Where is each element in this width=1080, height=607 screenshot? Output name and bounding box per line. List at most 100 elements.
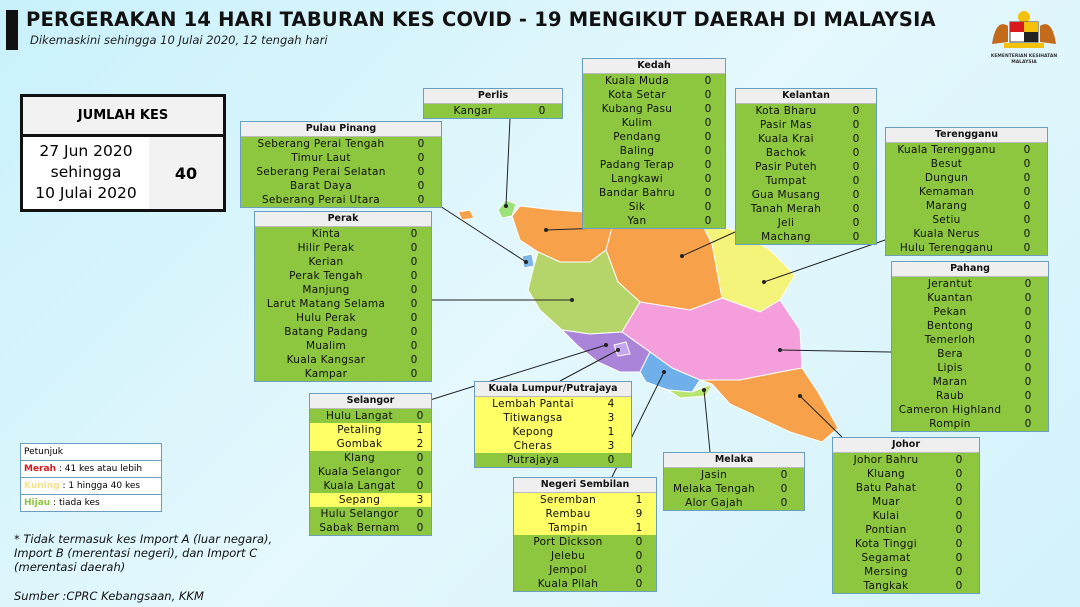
- district-cases: 0: [1023, 228, 1031, 240]
- district-cases: 0: [852, 161, 860, 173]
- district-row: Kuala Krai 0: [736, 132, 876, 146]
- district-cases: 0: [955, 566, 963, 578]
- district-row: Kangar 0: [424, 104, 562, 118]
- district-row: Muar 0: [833, 495, 979, 509]
- page-title: PERGERAKAN 14 HARI TABURAN KES COVID - 1…: [26, 8, 936, 31]
- district-cases: 0: [704, 187, 712, 199]
- district-name: Besut: [930, 158, 963, 170]
- map-melaka: [667, 383, 714, 399]
- district-name: Yan: [627, 215, 647, 227]
- district-name: Kuala Nerus: [913, 228, 980, 240]
- district-name: Tangkak: [863, 580, 909, 592]
- district-row: Tampin 1: [514, 521, 656, 535]
- district-cases: 0: [1023, 200, 1031, 212]
- district-name: Seberang Perai Selatan: [256, 166, 386, 178]
- state-name: Perlis: [424, 89, 562, 104]
- district-cases: 2: [416, 438, 424, 450]
- district-cases: 0: [852, 133, 860, 145]
- district-name: Melaka Tengah: [673, 483, 755, 495]
- logo-text: KEMENTERIAN KESIHATAN MALAYSIA: [990, 54, 1058, 65]
- legend-text: : 1 hingga 40 kes: [59, 481, 141, 491]
- state-name: Perak: [255, 212, 431, 227]
- district-name: Larut Matang Selama: [266, 298, 386, 310]
- district-cases: 1: [416, 424, 424, 436]
- legend-key: Hijau: [24, 498, 51, 508]
- district-row: Rompin 0: [892, 417, 1048, 431]
- district-cases: 0: [780, 483, 788, 495]
- district-row: Kemaman 0: [886, 185, 1047, 199]
- district-name: Kuala Langat: [323, 480, 396, 492]
- district-name: Sik: [628, 201, 646, 213]
- district-name: Kota Tinggi: [855, 538, 917, 550]
- district-row: Kampar 0: [255, 367, 431, 381]
- district-row: Cameron Highland 0: [892, 403, 1048, 417]
- district-name: Kota Setar: [608, 89, 666, 101]
- district-cases: 0: [417, 152, 425, 164]
- district-cases: 0: [417, 180, 425, 192]
- district-row: Titiwangsa 3: [475, 411, 631, 425]
- district-cases: 0: [416, 452, 424, 464]
- district-cases: 0: [1024, 390, 1032, 402]
- district-row: Jempol 0: [514, 563, 656, 577]
- district-name: Tanah Merah: [750, 203, 822, 215]
- district-name: Jempol: [549, 564, 587, 576]
- district-row: Kuala Terengganu 0: [886, 143, 1047, 157]
- district-row: Temerloh 0: [892, 333, 1048, 347]
- district-row: Pasir Puteh 0: [736, 160, 876, 174]
- district-cases: 0: [955, 468, 963, 480]
- district-cases: 0: [416, 508, 424, 520]
- district-row: Hilir Perak 0: [255, 241, 431, 255]
- district-name: Pontian: [865, 524, 907, 536]
- legend-item-green: Hijau : tiada kes: [21, 495, 161, 511]
- district-row: Sik 0: [583, 200, 725, 214]
- map-kuala-lumpur: [613, 341, 631, 357]
- district-row: Jelebu 0: [514, 549, 656, 563]
- district-cases: 0: [410, 298, 418, 310]
- district-row: Bandar Bahru 0: [583, 186, 725, 200]
- district-cases: 0: [538, 105, 546, 117]
- district-row: Kuala Pilah 0: [514, 577, 656, 591]
- district-name: Port Dickson: [533, 536, 603, 548]
- district-row: Kota Bharu 0: [736, 104, 876, 118]
- district-cases: 0: [1023, 214, 1031, 226]
- district-cases: 0: [852, 203, 860, 215]
- state-name: Johor: [833, 438, 979, 453]
- district-row: Batu Pahat 0: [833, 481, 979, 495]
- district-cases: 0: [1024, 320, 1032, 332]
- district-name: Perak Tengah: [289, 270, 363, 282]
- district-row: Pendang 0: [583, 130, 725, 144]
- district-row: Klang 0: [310, 451, 431, 465]
- district-name: Kampar: [304, 368, 348, 380]
- district-cases: 0: [1024, 348, 1032, 360]
- district-row: Padang Terap 0: [583, 158, 725, 172]
- district-name: Petaling: [337, 424, 382, 436]
- district-cases: 0: [852, 119, 860, 131]
- total-cases-box: JUMLAH KES 27 Jun 2020 sehingga 10 Julai…: [20, 94, 226, 212]
- district-name: Manjung: [302, 284, 350, 296]
- district-name: Hulu Selangor: [320, 508, 399, 520]
- district-row: Melaka Tengah 0: [664, 482, 804, 496]
- district-cases: 0: [1023, 172, 1031, 184]
- district-name: Kerian: [308, 256, 344, 268]
- state-table-kedah: Kedah Kuala Muda 0 Kota Setar 0 Kubang Pasu 0 K…: [582, 58, 726, 229]
- legend-item-red: Merah : 41 kes atau lebih: [21, 461, 161, 478]
- district-name: Batang Padang: [284, 326, 368, 338]
- district-name: Kuala Muda: [605, 75, 669, 87]
- district-name: Gombak: [336, 438, 383, 450]
- district-row: Sabak Bernam 0: [310, 521, 431, 535]
- district-cases: 0: [955, 552, 963, 564]
- district-cases: 0: [704, 89, 712, 101]
- state-name: Kedah: [583, 59, 725, 74]
- district-name: Machang: [761, 231, 811, 243]
- district-name: Segamat: [861, 552, 911, 564]
- district-cases: 0: [417, 166, 425, 178]
- district-cases: 0: [1023, 186, 1031, 198]
- district-cases: 0: [1024, 278, 1032, 290]
- district-row: Kota Tinggi 0: [833, 537, 979, 551]
- total-cases-label: JUMLAH KES: [23, 97, 223, 137]
- district-cases: 0: [780, 497, 788, 509]
- district-name: Kuala Terengganu: [897, 144, 996, 156]
- district-name: Kota Bharu: [755, 105, 817, 117]
- district-name: Kuala Selangor: [318, 466, 401, 478]
